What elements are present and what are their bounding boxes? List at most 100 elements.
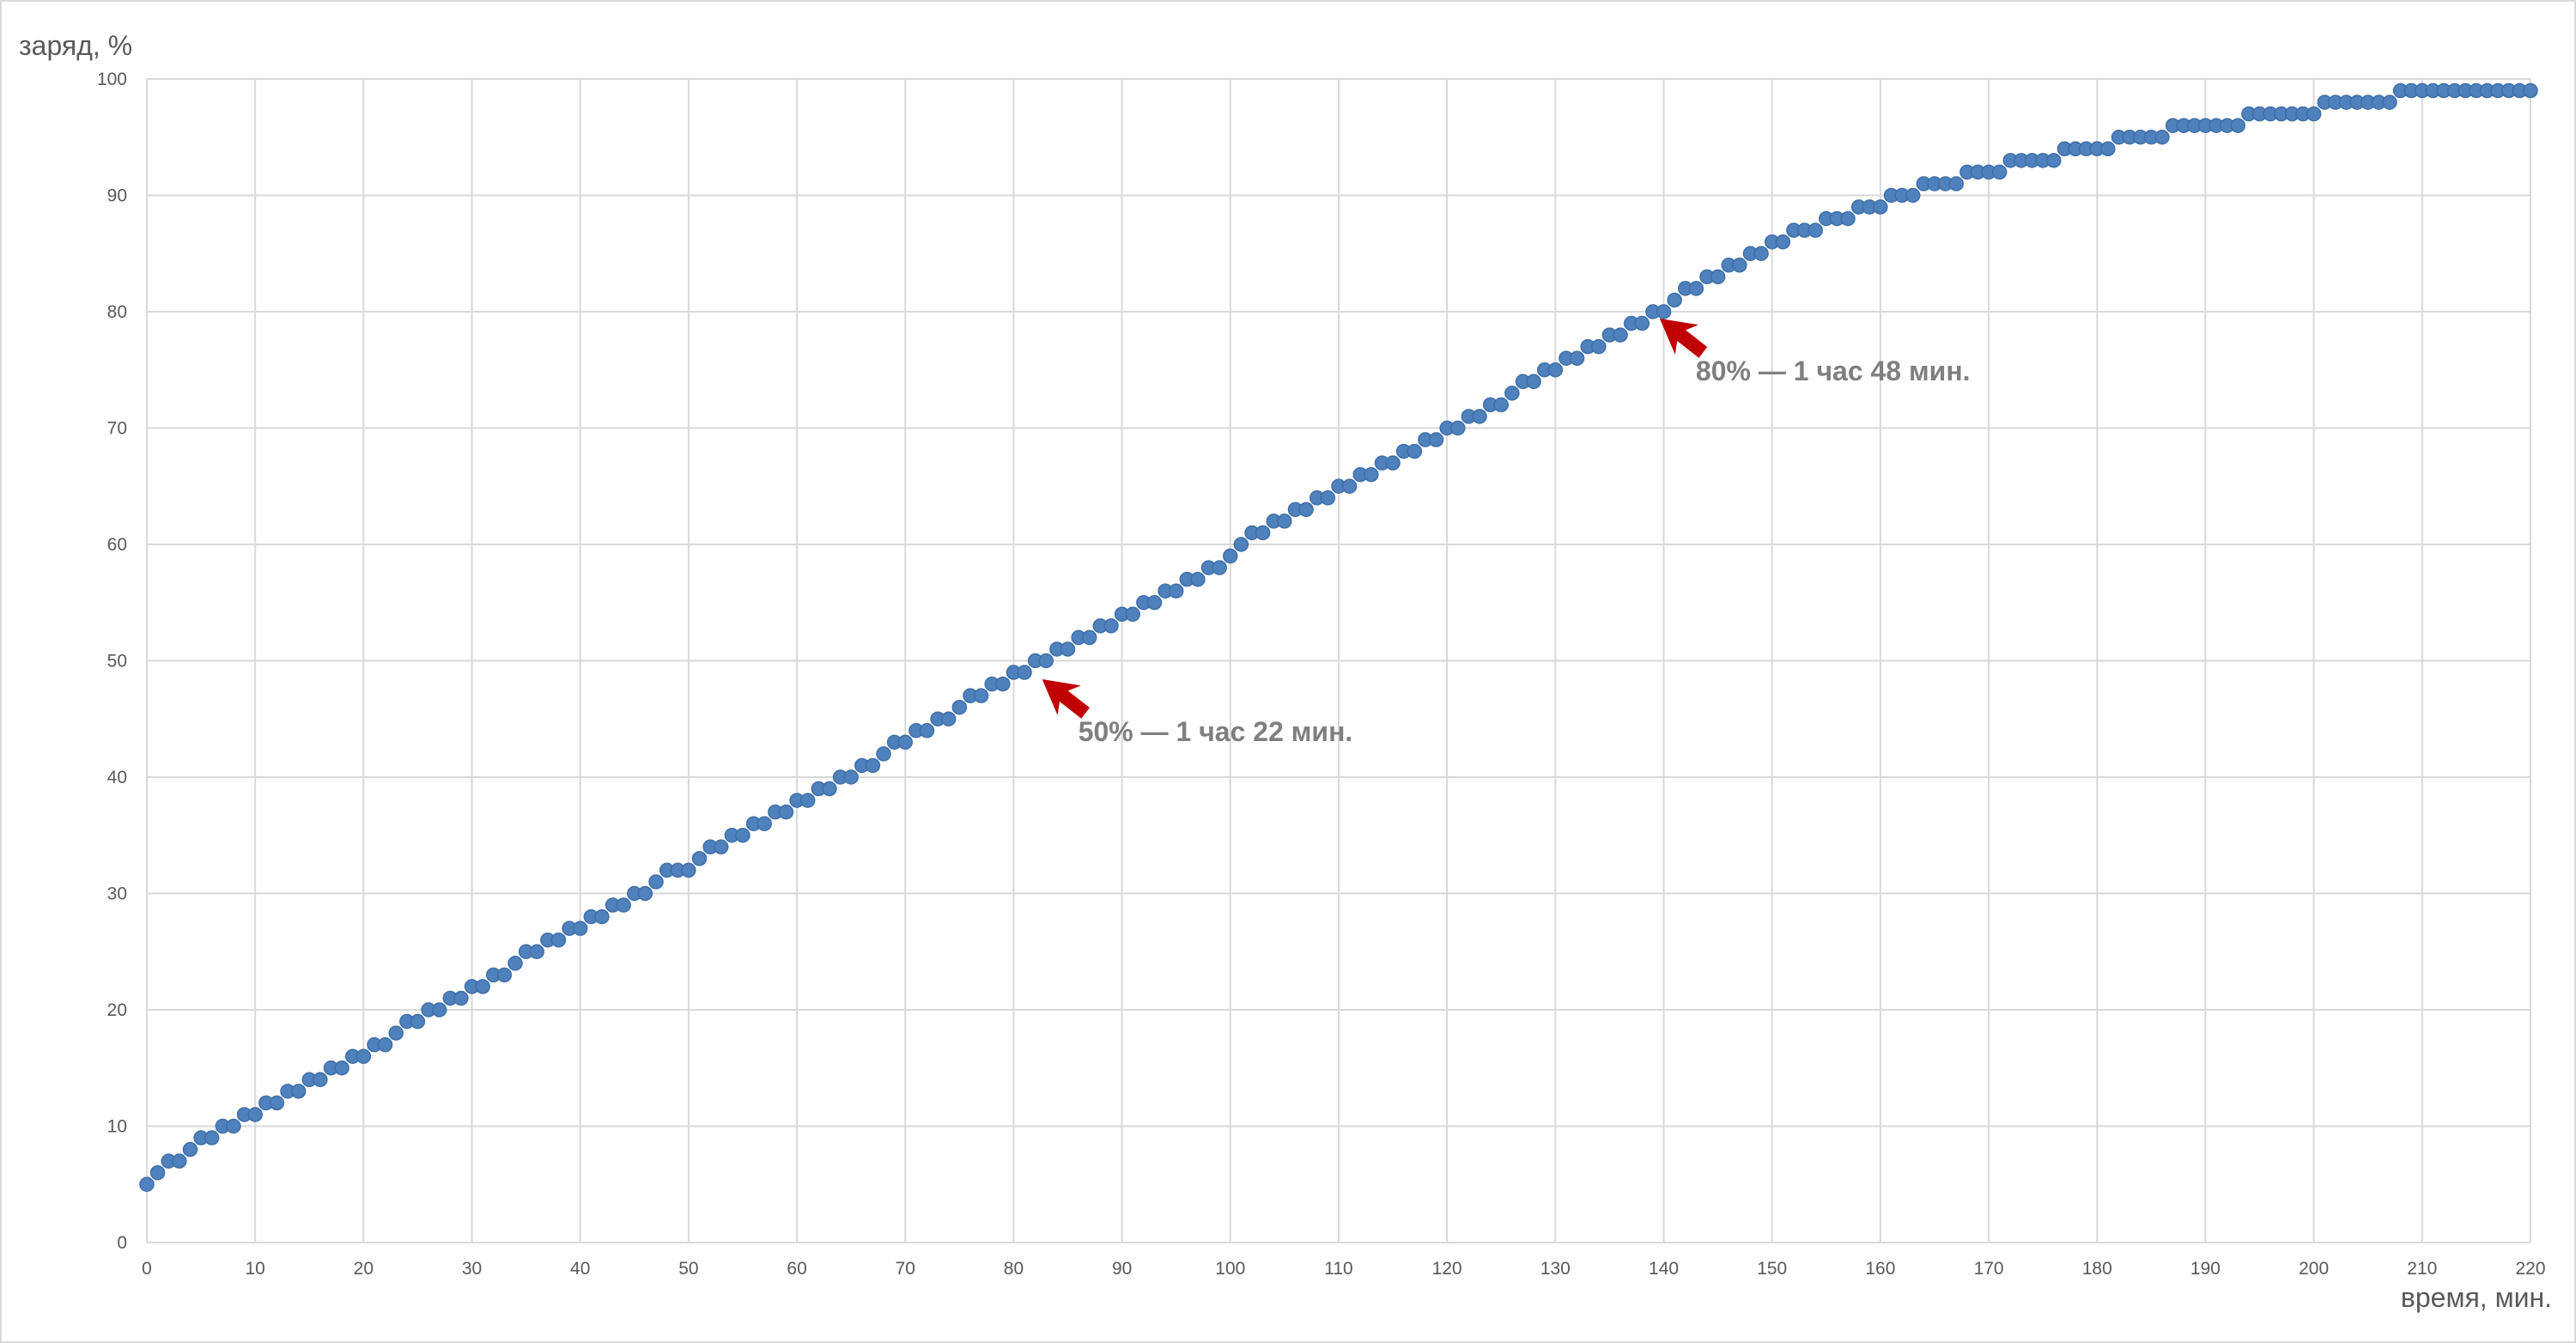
x-tick-label: 150: [1757, 1259, 1787, 1279]
data-point: [2306, 106, 2322, 122]
data-point: [572, 921, 588, 936]
data-point: [1710, 269, 1726, 285]
annotations: 50% — 1 час 22 мин. 80% — 1 час 48 мин.: [1042, 319, 1971, 747]
data-point: [1320, 490, 1336, 506]
data-point: [1060, 641, 1076, 657]
data-point: [876, 746, 891, 762]
x-tick-label: 40: [570, 1259, 590, 1279]
x-tick-label: 90: [1112, 1259, 1132, 1279]
annotation-label: 50% — 1 час 22 мин.: [1078, 716, 1353, 747]
x-tick-label: 20: [354, 1259, 374, 1279]
data-point: [313, 1072, 328, 1088]
data-point: [529, 944, 545, 959]
data-point: [1807, 222, 1823, 238]
arrow-shape: [1659, 319, 1708, 358]
data-point: [756, 816, 772, 831]
data-point: [550, 932, 567, 948]
data-point: [1504, 386, 1520, 401]
data-point: [1526, 374, 1541, 390]
data-point: [388, 1025, 404, 1041]
x-tick-label: 120: [1432, 1259, 1462, 1279]
y-tick-label: 50: [107, 652, 127, 672]
y-tick-label: 100: [97, 70, 127, 89]
x-tick-label: 70: [896, 1259, 915, 1279]
x-tick-label: 200: [2299, 1259, 2329, 1279]
data-point: [2230, 118, 2246, 133]
data-point: [778, 804, 794, 820]
arrow-shape: [1042, 679, 1091, 719]
y-tick-label: 80: [107, 302, 127, 322]
data-point: [1634, 315, 1650, 331]
data-point: [594, 908, 610, 925]
data-point: [475, 979, 490, 994]
x-tick-label: 30: [462, 1259, 482, 1279]
y-tick-label: 70: [107, 419, 127, 439]
data-point: [1688, 281, 1704, 296]
data-point: [799, 793, 816, 808]
data-point: [637, 885, 653, 902]
data-point: [172, 1153, 187, 1169]
data-point: [897, 734, 914, 750]
data-points: [139, 82, 2538, 1192]
y-tick-label: 0: [117, 1233, 127, 1253]
data-point: [714, 839, 729, 855]
data-point: [496, 967, 513, 983]
data-point: [355, 1048, 372, 1064]
data-point: [1406, 443, 1423, 459]
y-tick-label: 40: [107, 768, 127, 787]
x-axis-ticks: 0 10 20 30 40 50 60 70 80 90 100 110 120 130 140 150 160…: [142, 1259, 2545, 1279]
x-tick-label: 190: [2190, 1259, 2221, 1279]
data-point: [940, 711, 957, 726]
data-point: [822, 781, 837, 797]
data-point: [2382, 94, 2397, 110]
data-point: [1103, 618, 1119, 634]
data-point: [1450, 420, 1466, 436]
data-point: [1146, 595, 1163, 611]
data-point: [1212, 560, 1227, 575]
data-point: [1753, 246, 1769, 261]
data-point: [681, 862, 696, 878]
data-point: [1125, 606, 1141, 623]
data-point: [1569, 350, 1585, 366]
data-point: [431, 1002, 447, 1018]
data-point: [1493, 397, 1510, 413]
annotation-arrow: [1042, 679, 1091, 719]
data-point: [995, 676, 1011, 692]
data-point: [1190, 571, 1206, 587]
y-tick-label: 10: [107, 1117, 127, 1137]
x-tick-label: 160: [1865, 1259, 1895, 1279]
data-point: [334, 1060, 349, 1076]
y-axis-title: заряд, %: [19, 30, 132, 61]
data-point: [453, 990, 469, 1006]
data-point: [1298, 501, 1314, 518]
data-point: [1233, 537, 1249, 552]
data-point: [616, 897, 631, 913]
data-point: [1472, 409, 1487, 424]
data-point: [139, 1176, 155, 1192]
data-point: [1948, 176, 1964, 191]
x-tick-label: 180: [2082, 1259, 2112, 1279]
data-point: [1840, 210, 1856, 227]
data-point: [1591, 338, 1607, 355]
y-axis-ticks: 0 10 20 30 40 50 60 70 80 90 100: [97, 70, 127, 1253]
annotation-arrow: [1659, 319, 1708, 358]
data-point: [1341, 478, 1358, 494]
data-point: [1255, 525, 1271, 541]
x-tick-label: 130: [1540, 1259, 1571, 1279]
data-point: [1991, 164, 2008, 180]
x-tick-label: 220: [2515, 1259, 2545, 1279]
data-point: [2154, 130, 2170, 145]
x-tick-label: 50: [678, 1259, 698, 1279]
data-point: [1667, 292, 1682, 308]
x-axis-title: время, мин.: [2401, 1282, 2552, 1313]
data-point: [1364, 466, 1379, 483]
y-tick-label: 60: [107, 535, 127, 555]
data-point: [1613, 327, 1628, 343]
data-point: [1775, 234, 1791, 250]
x-tick-label: 100: [1215, 1259, 1245, 1279]
data-point: [377, 1036, 393, 1053]
data-point: [226, 1118, 241, 1134]
y-tick-label: 90: [107, 186, 127, 206]
data-point: [507, 956, 523, 971]
